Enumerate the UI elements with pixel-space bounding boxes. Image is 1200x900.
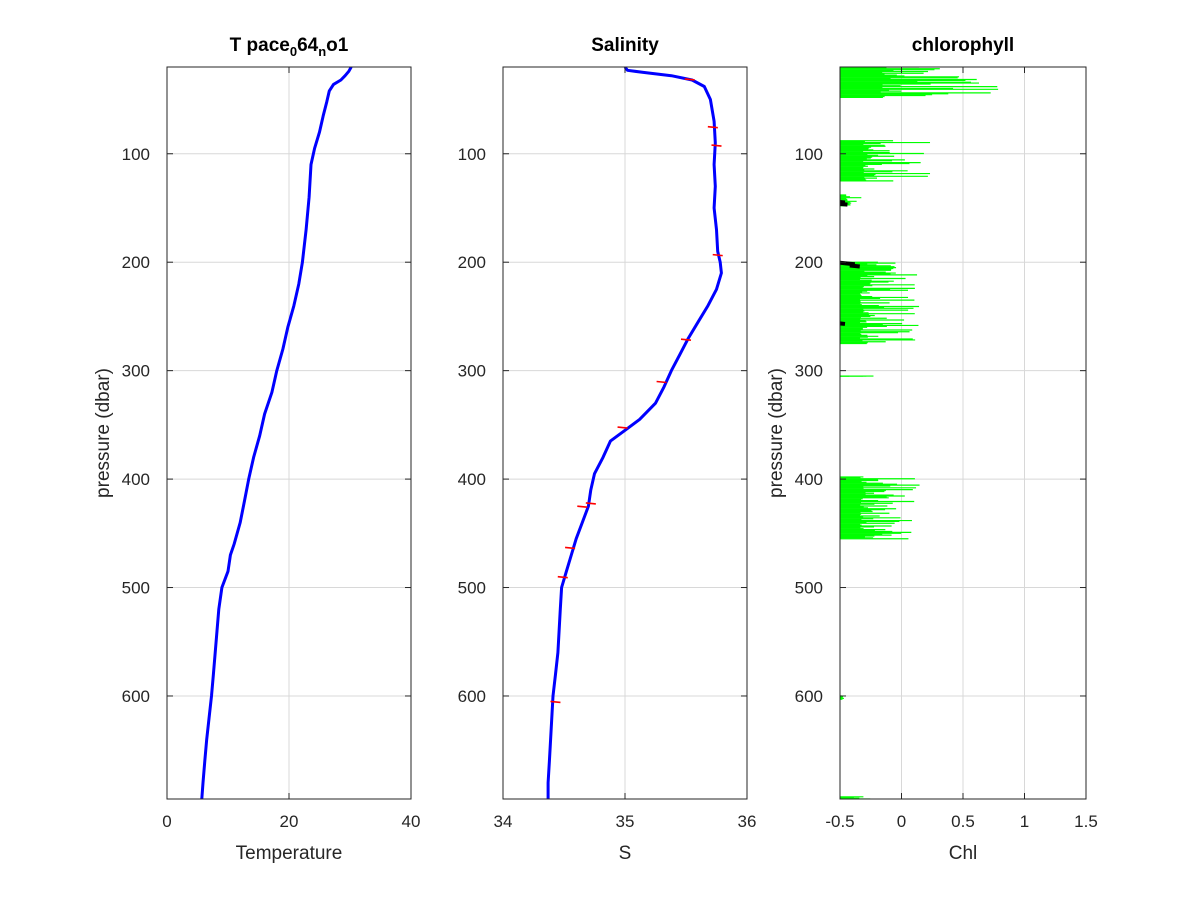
series-line-1 xyxy=(200,67,353,799)
data-point xyxy=(840,260,846,266)
y-tick-label: 500 xyxy=(458,579,486,598)
x-tick-label: 34 xyxy=(494,812,513,831)
y-tick-label: 300 xyxy=(795,362,823,381)
y-tick-label: 200 xyxy=(122,253,150,272)
data-point xyxy=(577,505,588,508)
data-point xyxy=(684,78,695,81)
title-segment: 64 xyxy=(297,35,319,56)
y-tick-label: 200 xyxy=(458,253,486,272)
y-tick-label: 600 xyxy=(458,687,486,706)
data-point xyxy=(712,253,723,257)
title-subscript: 0 xyxy=(290,44,297,59)
y-tick-label: 400 xyxy=(795,470,823,489)
x-axis-label: Temperature xyxy=(236,843,343,864)
x-tick-label: 36 xyxy=(738,812,757,831)
x-tick-label: -0.5 xyxy=(825,812,854,831)
x-tick-label: 0 xyxy=(162,812,171,831)
data-point xyxy=(840,321,846,326)
x-tick-label: 0 xyxy=(897,812,906,831)
x-tick-label: 40 xyxy=(402,812,421,831)
data-point xyxy=(550,700,561,704)
title-segment: T pace xyxy=(230,35,290,56)
y-tick-label: 300 xyxy=(458,362,486,381)
y-tick-label: 600 xyxy=(122,687,150,706)
y-tick-label: 100 xyxy=(795,145,823,164)
plot-area xyxy=(546,67,723,799)
plot-area xyxy=(840,67,999,799)
data-point xyxy=(585,502,596,505)
y-axis-label: pressure (dbar) xyxy=(93,368,114,498)
panel-title: chlorophyll xyxy=(912,35,1014,56)
data-point xyxy=(565,546,576,550)
chart-panel-3: -0.5 0 0.5 1 1.5 100 200 300 400 500 600 Chl pressur… xyxy=(766,35,1098,864)
plot-area xyxy=(200,67,353,799)
data-point xyxy=(617,426,628,429)
data-point xyxy=(557,575,568,579)
data-point xyxy=(840,201,848,207)
x-tick-label: 1.5 xyxy=(1074,812,1098,831)
title-segment: o1 xyxy=(326,35,349,56)
y-tick-label: 300 xyxy=(122,362,150,381)
y-tick-label: 100 xyxy=(122,145,150,164)
y-tick-label: 400 xyxy=(458,470,486,489)
chart-panel-2: 34 35 36 100 200 300 400 500 600 S Salinity xyxy=(458,35,757,864)
y-tick-label: 200 xyxy=(795,253,823,272)
x-axis-label: Chl xyxy=(949,843,978,864)
y-tick-label: 500 xyxy=(795,579,823,598)
title-subscript: n xyxy=(318,44,326,59)
y-tick-label: 100 xyxy=(458,145,486,164)
y-tick-label: 600 xyxy=(795,687,823,706)
series-line-1 xyxy=(546,67,723,799)
data-point xyxy=(711,144,722,147)
y-tick-label: 400 xyxy=(122,470,150,489)
chart-panel-1: 0 20 40 100 200 300 400 500 600 Temperature pressu… xyxy=(93,35,420,864)
panels: 0 20 40100200300400500600Temperaturepressu… xyxy=(93,35,1098,864)
y-tick-label: 500 xyxy=(122,579,150,598)
data-point xyxy=(656,380,667,384)
panel-title: T pace064no1 xyxy=(230,35,349,59)
x-tick-label: 35 xyxy=(616,812,635,831)
data-point xyxy=(680,338,692,341)
x-tick-label: 20 xyxy=(280,812,299,831)
panel-title: Salinity xyxy=(591,35,659,56)
x-tick-label: 1 xyxy=(1020,812,1029,831)
data-point xyxy=(849,263,860,269)
x-tick-label: 0.5 xyxy=(951,812,975,831)
y-axis-label: pressure (dbar) xyxy=(766,368,787,498)
x-axis-label: S xyxy=(619,843,632,864)
data-point xyxy=(707,125,718,129)
